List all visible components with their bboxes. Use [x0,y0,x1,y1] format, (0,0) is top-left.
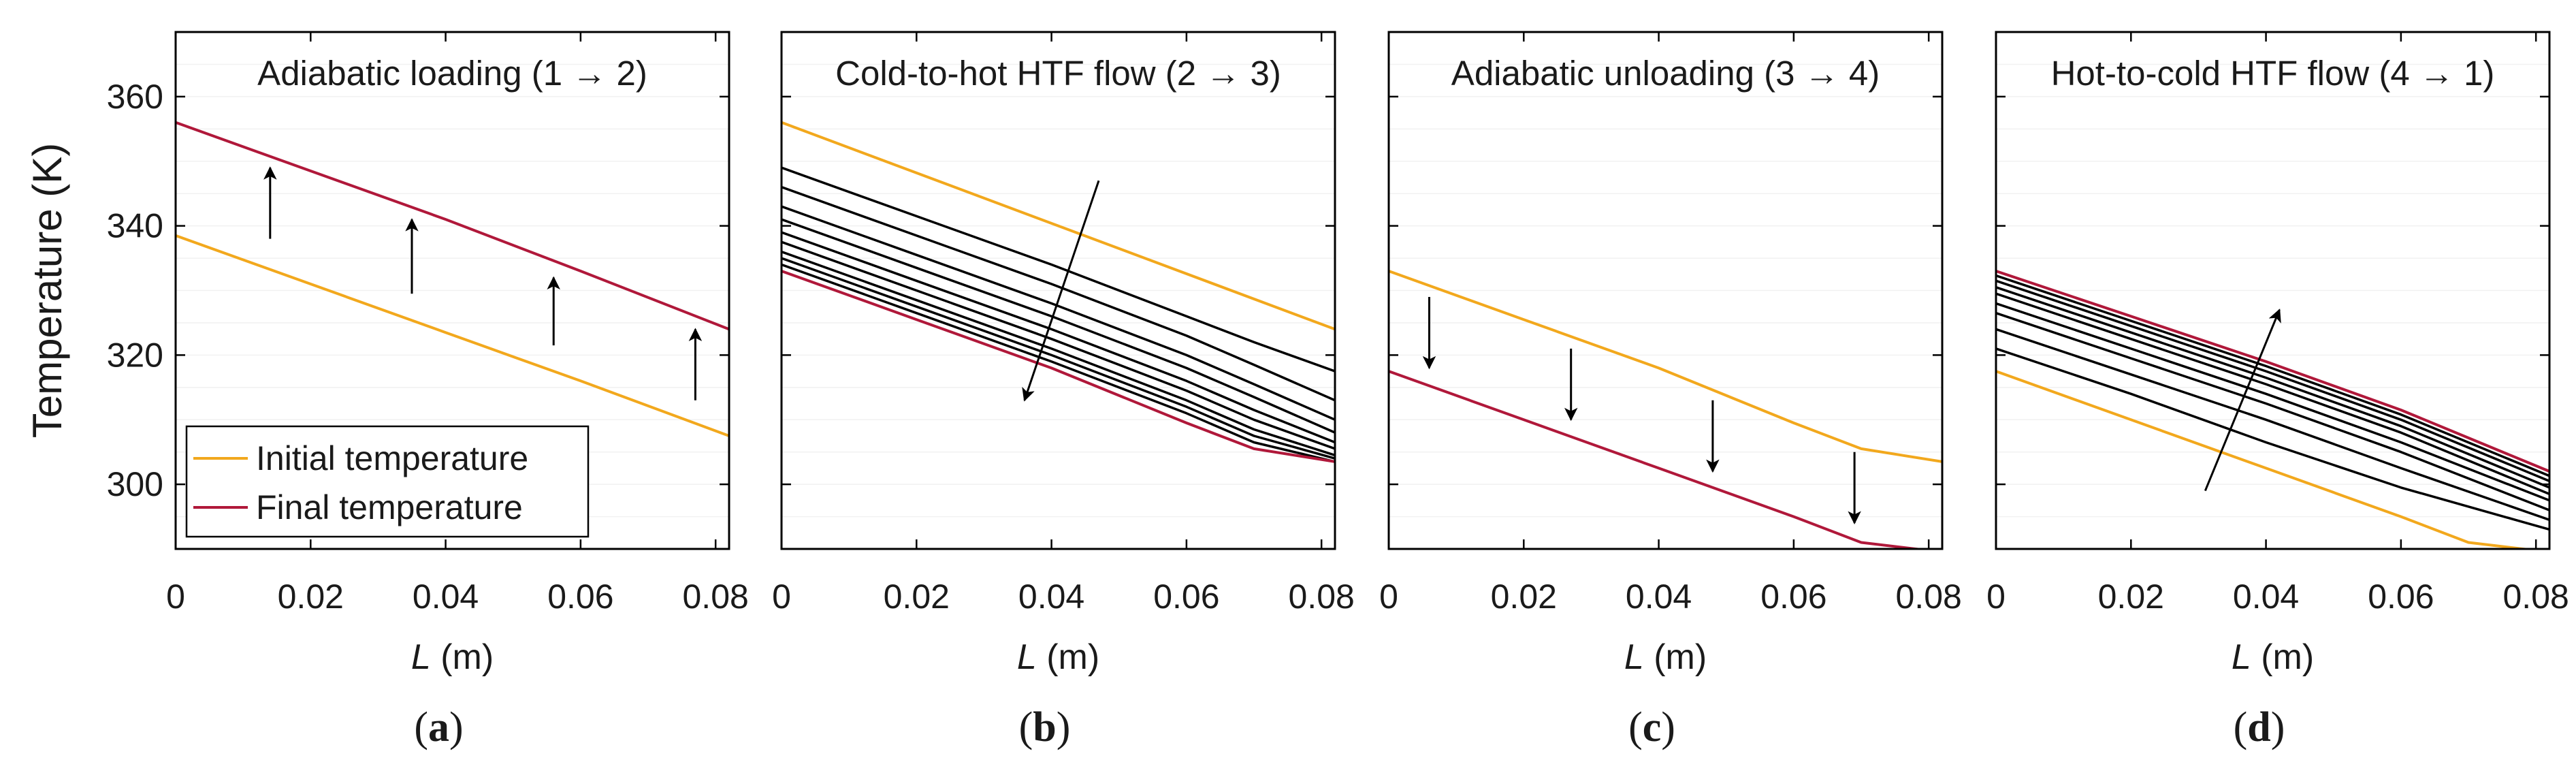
panel-title: Adiabatic unloading (3 → 4) [1451,54,1880,93]
x-axis-label: L (m) [2232,637,2314,677]
panel-letter: (b) [1019,704,1071,751]
x-tick-label: 0.04 [1626,578,1692,616]
y-axis-label: Temperature (K) [25,143,70,438]
x-axis-unit: (m) [1644,637,1707,677]
x-tick-label: 0.04 [1018,578,1084,616]
series-line-intermediate-2 [782,166,1335,373]
x-tick-label: 0 [1986,578,2006,616]
x-axis-label: L (m) [1017,637,1099,677]
x-tick-label: 0.06 [1760,578,1826,616]
series-line-intermediate-5 [1996,302,2549,502]
series-line-intermediate-6 [1996,292,2549,496]
x-tick-label: 0.08 [683,578,749,616]
panel-letter-part: ( [2234,704,2248,751]
panel-letter: (a) [414,704,463,751]
legend-box [185,425,590,538]
panel-letter-part: b [1033,704,1056,751]
x-axis-variable: L [1624,637,1644,677]
y-tick-label: 320 [107,336,163,374]
chart-panel-3: 0 0.02 0.04 0.06 0.08 Adiabatic unloading (3 … [1379,31,1962,751]
series-line-final-11 [782,270,1335,463]
series-line-intermediate-7 [1996,286,2549,489]
trend-arrow [1022,180,1100,402]
series-line-intermediate-6 [782,231,1335,444]
x-tick-label: 0.06 [547,578,613,616]
x-tick-label: 0.08 [1289,578,1355,616]
x-tick-label: 0.04 [2233,578,2299,616]
series-line-intermediate-9 [1996,274,2549,477]
legend-entry-1: Initial temperature [256,439,528,477]
series-line-intermediate-7 [782,240,1335,450]
panel-letter-part: ( [1628,704,1643,751]
series-line-initial-1 [1996,370,2534,549]
panel-letter-part: ( [414,704,428,751]
series-line-initial-1 [176,234,729,437]
trend-arrow [2204,309,2281,492]
panel-title: Adiabatic loading (1 → 2) [257,54,647,93]
axes-frame [1387,31,1944,550]
y-tick-label: 300 [107,465,163,503]
chart-panel-2: 0 0.02 0.04 0.06 0.08 Cold-to-hot HTF flow (2… [772,31,1355,751]
series-line-intermediate-8 [782,250,1335,457]
series-line-final-10 [1996,270,2549,473]
x-axis-unit: (m) [2251,637,2314,677]
panels-group: 0 0.02 0.04 0.06 0.08 300 320 340 360 Adiabatic l… [25,31,2569,751]
x-axis-variable: L [2232,637,2251,677]
panel-letter-part: ) [1057,704,1071,751]
panel-letter-part: ( [1019,704,1033,751]
chart-panel-4: 0 0.02 0.04 0.06 0.08 Hot-to-cold HTF flow (4… [1986,31,2569,751]
series-line-intermediate-3 [1996,328,2549,521]
x-tick-label: 0.06 [2368,578,2434,616]
x-axis-unit: (m) [1037,637,1099,677]
x-axis-label: L (m) [1624,637,1707,677]
panel-letter: (c) [1628,704,1675,751]
x-axis-label: L (m) [411,637,494,677]
chart-panel-1: 0 0.02 0.04 0.06 0.08 300 320 340 360 Adiabatic l… [107,31,749,751]
panel-letter-part: ) [1661,704,1675,751]
x-tick-label: 0.02 [884,578,950,616]
series-line-intermediate-10 [782,263,1335,463]
series-line-intermediate-8 [1996,279,2549,483]
panel-letter-part: ) [449,704,464,751]
x-axis-variable: L [411,637,431,677]
panel-letter-part: c [1643,704,1662,751]
panel-title: Hot-to-cold HTF flow (4 → 1) [2051,54,2495,93]
x-tick-label: 0.08 [2503,578,2569,616]
panel-letter-part: ) [2271,704,2285,751]
legend-entry-2: Final temperature [256,488,523,526]
series-line-initial-1 [782,121,1335,331]
panel-letter-part: d [2247,704,2270,751]
panel-title: Cold-to-hot HTF flow (2 → 3) [835,54,1281,93]
series-line-intermediate-4 [1996,312,2549,511]
x-axis-unit: (m) [431,637,494,677]
panel-letter: (d) [2234,704,2285,751]
x-tick-label: 0.04 [413,578,479,616]
series-line-intermediate-2 [1996,347,2549,531]
x-tick-label: 0.02 [1491,578,1557,616]
y-tick-label: 360 [107,78,163,116]
series-line-intermediate-5 [782,218,1335,434]
series-line-initial-1 [1389,270,1942,463]
x-tick-label: 0 [1379,578,1398,616]
x-tick-label: 0.02 [278,578,344,616]
x-tick-label: 0 [772,578,791,616]
series-line-final-2 [176,121,729,331]
x-tick-label: 0.06 [1153,578,1219,616]
y-tick-label: 340 [107,207,163,245]
series-line-intermediate-3 [782,186,1335,402]
series-line-intermediate-4 [782,205,1335,421]
x-axis-variable: L [1017,637,1037,677]
x-tick-label: 0.02 [2098,578,2164,616]
axes-frame [1995,31,2551,550]
axes-frame [780,31,1336,550]
axes-frame [174,31,730,550]
series-line-intermediate-9 [782,257,1335,460]
x-tick-label: 0.08 [1896,578,1962,616]
legend: Initial temperature Final temperature [185,425,590,538]
x-tick-label: 0 [166,578,185,616]
series-line-final-2 [1389,370,1927,549]
panel-letter-part: a [428,704,449,751]
